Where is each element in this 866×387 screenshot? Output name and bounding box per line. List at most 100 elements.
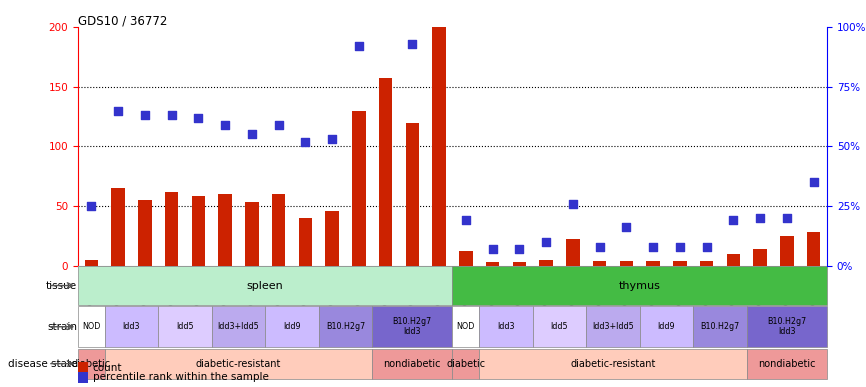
Text: diabetic-resistant: diabetic-resistant (196, 359, 281, 369)
Point (592, 243, 606, 250)
Point (138, 112, 152, 118)
Text: count: count (93, 363, 122, 373)
Bar (405, 123, 419, 265)
Point (405, 41, 419, 47)
Point (378, 7, 392, 14)
Text: nondiabetic: nondiabetic (384, 359, 441, 369)
Point (646, 243, 660, 250)
Point (165, 112, 178, 118)
Text: B10.H2g7: B10.H2g7 (701, 322, 740, 331)
Bar (533, 306, 586, 347)
Text: Idd3+Idd5: Idd3+Idd5 (592, 322, 634, 331)
Text: B10.H2g7
ldd3: B10.H2g7 ldd3 (767, 317, 806, 336)
Bar (646, 261, 660, 265)
Text: spleen: spleen (247, 281, 283, 291)
Bar (486, 262, 500, 265)
Bar (379, 79, 392, 265)
Bar (479, 349, 746, 378)
Point (299, 139, 313, 145)
Bar (566, 240, 579, 265)
Point (459, 217, 473, 223)
Text: disease state: disease state (8, 359, 77, 369)
Point (84, 203, 98, 209)
Text: percentile rank within the sample: percentile rank within the sample (93, 372, 268, 382)
Point (619, 224, 633, 231)
Bar (586, 306, 640, 347)
Bar (372, 349, 452, 378)
Bar (85, 260, 98, 265)
Text: B10.H2g7
ldd3: B10.H2g7 ldd3 (392, 317, 432, 336)
Bar (746, 349, 827, 378)
Bar (727, 254, 740, 265)
Bar (540, 260, 553, 265)
Bar (673, 261, 687, 265)
Point (191, 115, 205, 121)
Bar (452, 349, 479, 378)
Bar (78, 349, 105, 378)
Bar (165, 192, 178, 265)
Point (352, 43, 365, 49)
Bar (78, 306, 105, 347)
Bar (640, 306, 694, 347)
Point (566, 200, 580, 207)
Text: NOD: NOD (82, 322, 100, 331)
Bar (753, 249, 766, 265)
Text: Idd5: Idd5 (176, 322, 194, 331)
Point (780, 215, 794, 221)
Bar (780, 236, 793, 265)
Bar (694, 306, 746, 347)
Bar (299, 218, 312, 265)
Bar (245, 202, 259, 265)
Bar (452, 267, 827, 305)
Bar (746, 306, 827, 347)
Bar (352, 111, 365, 265)
Bar (211, 306, 265, 347)
Point (245, 131, 259, 137)
Text: tissue: tissue (46, 281, 77, 291)
Text: Idd3: Idd3 (497, 322, 514, 331)
Point (486, 246, 500, 252)
Bar (319, 306, 372, 347)
Bar (105, 349, 372, 378)
Text: Idd3+Idd5: Idd3+Idd5 (217, 322, 259, 331)
Point (540, 239, 553, 245)
Text: Idd9: Idd9 (657, 322, 675, 331)
Bar (459, 251, 473, 265)
Text: Idd3: Idd3 (123, 322, 140, 331)
Bar (191, 197, 205, 265)
Point (218, 122, 232, 128)
Bar (112, 188, 125, 265)
Bar (78, 267, 452, 305)
Text: diabetic-resistant: diabetic-resistant (571, 359, 656, 369)
Bar (513, 262, 526, 265)
Text: strain: strain (47, 322, 77, 332)
Bar (432, 27, 446, 265)
Text: NOD: NOD (456, 322, 475, 331)
Point (673, 243, 687, 250)
Text: nondiabetic: nondiabetic (758, 359, 816, 369)
Bar (139, 200, 152, 265)
Text: GDS10 / 36772: GDS10 / 36772 (78, 14, 167, 27)
Bar (158, 306, 211, 347)
Text: Idd9: Idd9 (283, 322, 301, 331)
Text: diabetic: diabetic (446, 359, 486, 369)
Bar (218, 194, 232, 265)
Point (753, 215, 767, 221)
Bar (593, 261, 606, 265)
Point (513, 246, 527, 252)
Bar (700, 261, 714, 265)
Text: diabetic: diabetic (72, 359, 111, 369)
Bar (620, 261, 633, 265)
Text: B10.H2g7: B10.H2g7 (326, 322, 365, 331)
Point (727, 217, 740, 223)
Bar (272, 194, 285, 265)
Bar (807, 232, 820, 265)
Bar (105, 306, 158, 347)
Bar (452, 306, 479, 347)
Point (700, 243, 714, 250)
Point (272, 122, 286, 128)
Bar (265, 306, 319, 347)
Bar (326, 211, 339, 265)
Bar (479, 306, 533, 347)
Text: thymus: thymus (619, 281, 661, 291)
